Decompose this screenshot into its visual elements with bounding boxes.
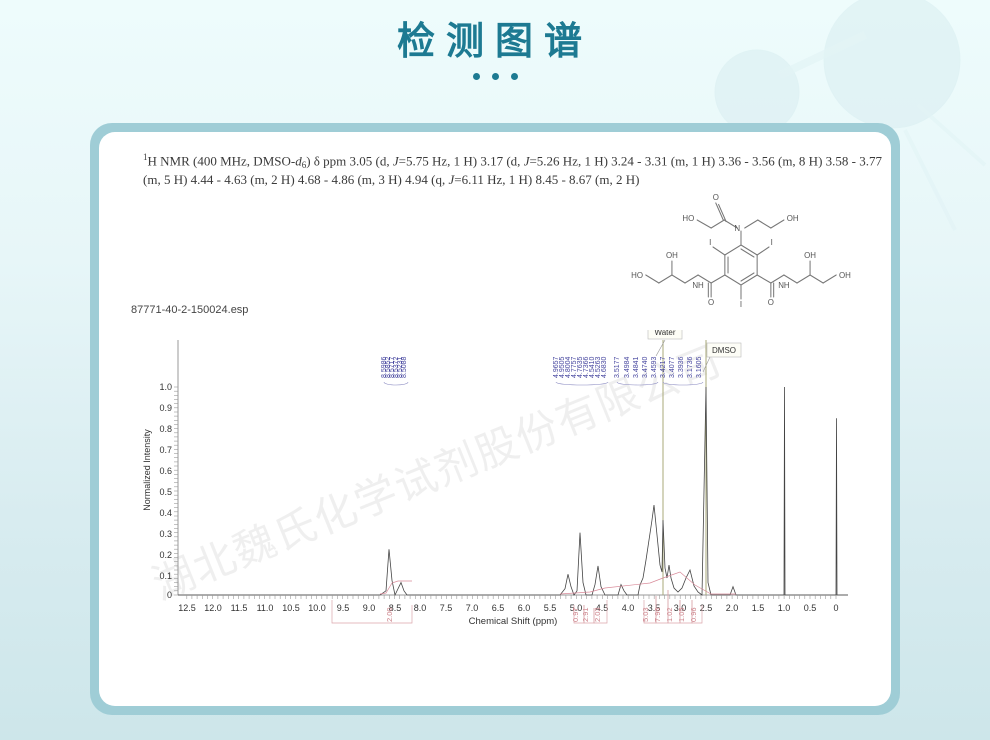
svg-text:OH: OH (804, 251, 816, 260)
svg-text:10.0: 10.0 (308, 603, 326, 613)
svg-text:7.5: 7.5 (440, 603, 453, 613)
svg-text:4.6830: 4.6830 (601, 356, 608, 378)
svg-text:4.0: 4.0 (622, 603, 635, 613)
svg-text:10.5: 10.5 (282, 603, 300, 613)
svg-text:7.0: 7.0 (466, 603, 479, 613)
svg-text:0.1: 0.1 (159, 571, 172, 581)
svg-text:9.5: 9.5 (337, 603, 350, 613)
svg-text:O: O (713, 193, 719, 202)
svg-text:3.4217: 3.4217 (660, 356, 667, 378)
svg-text:9.0: 9.0 (363, 603, 376, 613)
svg-text:0.96: 0.96 (689, 607, 698, 622)
svg-text:3.4841: 3.4841 (633, 356, 640, 378)
svg-text:0.2: 0.2 (159, 550, 172, 560)
svg-text:3.5177: 3.5177 (614, 356, 621, 378)
svg-text:O: O (768, 298, 774, 307)
svg-text:11.0: 11.0 (257, 603, 274, 613)
svg-text:I: I (771, 238, 773, 247)
svg-text:0.5: 0.5 (159, 487, 172, 497)
svg-text:5.5: 5.5 (544, 603, 557, 613)
svg-text:3.4077: 3.4077 (669, 356, 676, 378)
svg-text:7.96: 7.96 (653, 607, 662, 622)
svg-text:3.1736: 3.1736 (687, 356, 694, 378)
svg-text:2.0: 2.0 (726, 603, 739, 613)
svg-text:1.0: 1.0 (159, 382, 172, 392)
svg-text:HO: HO (682, 214, 694, 223)
svg-text:N: N (734, 224, 740, 233)
svg-text:0.97: 0.97 (571, 607, 580, 622)
svg-text:0.5: 0.5 (804, 603, 817, 613)
svg-text:0.3: 0.3 (159, 529, 172, 539)
svg-text:OH: OH (666, 251, 678, 260)
svg-text:OH: OH (787, 214, 799, 223)
svg-text:I: I (709, 238, 711, 247)
svg-text:1.0: 1.0 (778, 603, 791, 613)
svg-text:3.4984: 3.4984 (624, 356, 631, 378)
svg-text:5.03: 5.03 (641, 607, 650, 622)
svg-text:0.9: 0.9 (159, 403, 172, 413)
svg-text:3.4740: 3.4740 (642, 356, 649, 378)
svg-text:2.5: 2.5 (700, 603, 713, 613)
svg-text:1.05: 1.05 (677, 607, 686, 622)
svg-text:NH: NH (778, 281, 790, 290)
svg-text:12.5: 12.5 (178, 603, 196, 613)
svg-text:DMSO: DMSO (712, 346, 736, 355)
svg-text:1.02: 1.02 (665, 607, 674, 622)
svg-text:0.4: 0.4 (159, 508, 172, 518)
svg-text:0: 0 (167, 590, 172, 600)
svg-text:Chemical Shift (ppm): Chemical Shift (ppm) (469, 616, 558, 627)
svg-text:1.5: 1.5 (752, 603, 765, 613)
svg-text:8.5088: 8.5088 (401, 356, 408, 378)
svg-text:0.6: 0.6 (159, 466, 172, 476)
svg-text:I: I (740, 300, 742, 309)
svg-text:8.0: 8.0 (414, 603, 427, 613)
svg-text:Normalized Intensity: Normalized Intensity (142, 429, 152, 511)
svg-text:HO: HO (631, 271, 643, 280)
svg-text:12.0: 12.0 (204, 603, 222, 613)
svg-text:湖北魏氏化学试剂股份有限公司: 湖北魏氏化学试剂股份有限公司 (146, 337, 728, 609)
svg-text:0: 0 (833, 603, 838, 613)
svg-text:3.4593: 3.4593 (651, 356, 658, 378)
svg-text:11.5: 11.5 (231, 603, 248, 613)
svg-text:6.0: 6.0 (518, 603, 531, 613)
svg-text:Water: Water (654, 330, 675, 337)
svg-text:OH: OH (839, 271, 851, 280)
svg-text:2.91: 2.91 (581, 607, 590, 622)
svg-text:6.5: 6.5 (492, 603, 505, 613)
svg-text:2.00: 2.00 (385, 607, 394, 622)
svg-text:3.3936: 3.3936 (678, 356, 685, 378)
svg-text:O: O (708, 298, 714, 307)
svg-text:0.7: 0.7 (159, 445, 172, 455)
svg-text:0.8: 0.8 (159, 424, 172, 434)
svg-text:NH: NH (692, 281, 704, 290)
svg-text:3.1605: 3.1605 (696, 356, 703, 378)
